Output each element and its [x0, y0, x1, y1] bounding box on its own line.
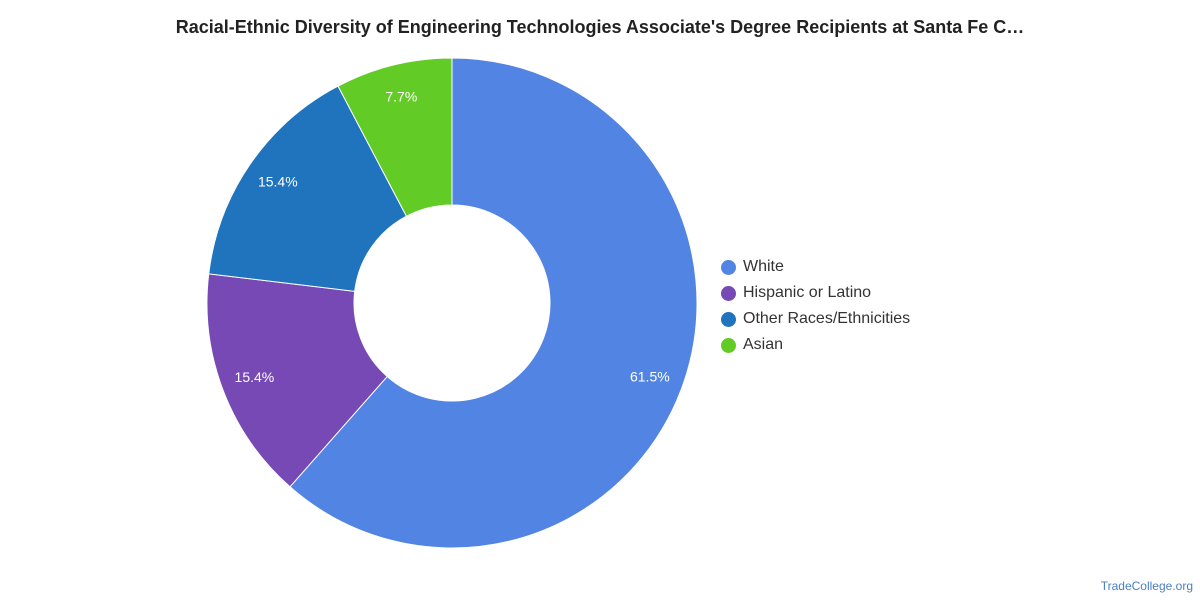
legend-swatch-icon: [721, 337, 736, 353]
legend-item[interactable]: White: [721, 254, 910, 280]
legend-swatch-icon: [721, 259, 736, 275]
slice-white[interactable]: [289, 57, 698, 549]
legend-label: Asian: [743, 336, 784, 353]
source-credit[interactable]: TradeCollege.org: [1100, 579, 1193, 593]
chart-title: Racial-Ethnic Diversity of Engineering T…: [175, 17, 1025, 37]
legend-swatch-icon: [721, 285, 736, 301]
legend-item[interactable]: Hispanic or Latino: [721, 280, 910, 306]
legend-label: Hispanic or Latino: [743, 284, 872, 301]
legend-label: Other Races/Ethnicities: [743, 310, 911, 327]
slice-other-races-ethnicities[interactable]: [208, 85, 408, 292]
legend-label: White: [743, 258, 784, 275]
data-label: 7.7%: [385, 88, 417, 104]
legend-swatch-icon: [721, 311, 736, 327]
data-label: 15.4%: [235, 369, 275, 385]
legend-item[interactable]: Asian: [721, 332, 910, 358]
data-label: 61.5%: [630, 368, 670, 384]
legend-item[interactable]: Other Races/Ethnicities: [721, 306, 910, 332]
chart-legend: White Hispanic or Latino Other Races/Ethni…: [721, 254, 910, 358]
data-label: 15.4%: [258, 174, 298, 190]
slice-hispanic-or-latino[interactable]: [206, 273, 388, 488]
slice-asian[interactable]: [337, 57, 453, 217]
